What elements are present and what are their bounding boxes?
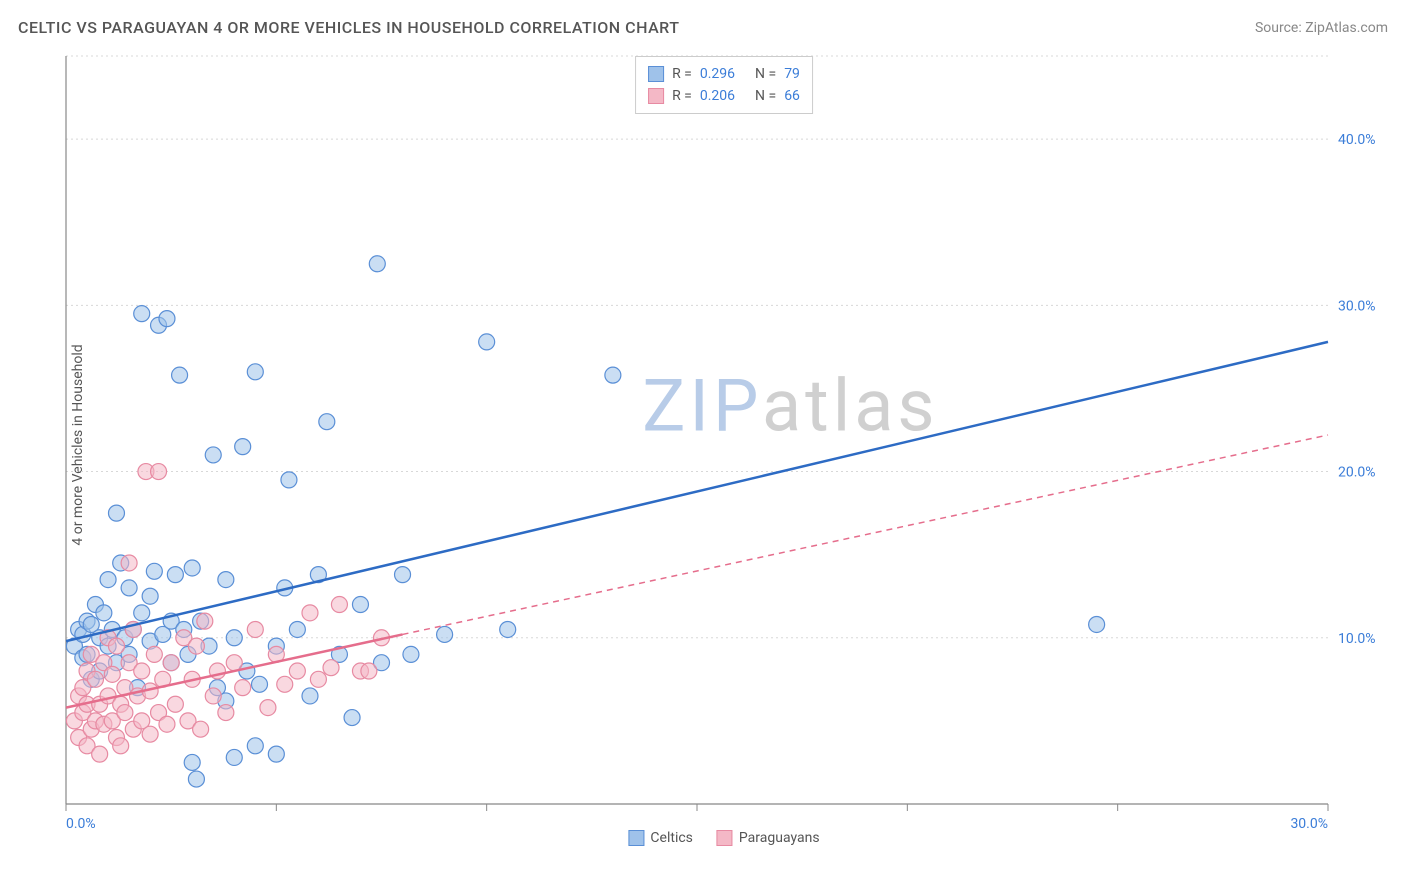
x-axis-tick-label: 0.0% [66,816,96,832]
legend-r-value: 0.206 [700,85,735,107]
chart-title: CELTIC VS PARAGUAYAN 4 OR MORE VEHICLES … [18,18,679,37]
legend-label: Paraguayans [739,830,820,846]
legend-swatch [648,66,664,82]
chart-header: CELTIC VS PARAGUAYAN 4 OR MORE VEHICLES … [18,18,1388,37]
series-legend: Celtics Paraguayans [628,830,819,846]
y-axis-tick-label: 40.0% [1338,132,1376,148]
legend-swatch [628,830,644,846]
legend-n-label: N = [755,85,776,107]
legend-swatch [717,830,733,846]
legend-item: Paraguayans [717,830,820,846]
legend-label: Celtics [650,830,692,846]
y-axis-tick-label: 30.0% [1338,298,1376,314]
y-axis-tick-label: 10.0% [1338,631,1376,647]
chart-source: Source: ZipAtlas.com [1255,20,1388,36]
scatter-plot: 0.0% 30.0% 10.0% 20.0% 30.0% 40.0% [60,50,1388,840]
legend-r-value: 0.296 [700,63,735,85]
chart-area: 4 or more Vehicles in Household 0.0%30.0… [60,50,1388,840]
legend-r-label: R = [672,63,692,85]
correlation-legend: R = 0.296 N = 79 R = 0.206 N = 66 [635,56,813,114]
y-axis-tick-label: 20.0% [1338,465,1376,481]
legend-item: Celtics [628,830,692,846]
legend-n-value: 66 [784,85,800,107]
legend-swatch [648,88,664,104]
legend-row: R = 0.206 N = 66 [648,85,800,107]
legend-row: R = 0.296 N = 79 [648,63,800,85]
legend-r-label: R = [672,85,692,107]
legend-n-label: N = [755,63,776,85]
legend-n-value: 79 [784,63,800,85]
x-axis-tick-label: 30.0% [1290,816,1328,832]
